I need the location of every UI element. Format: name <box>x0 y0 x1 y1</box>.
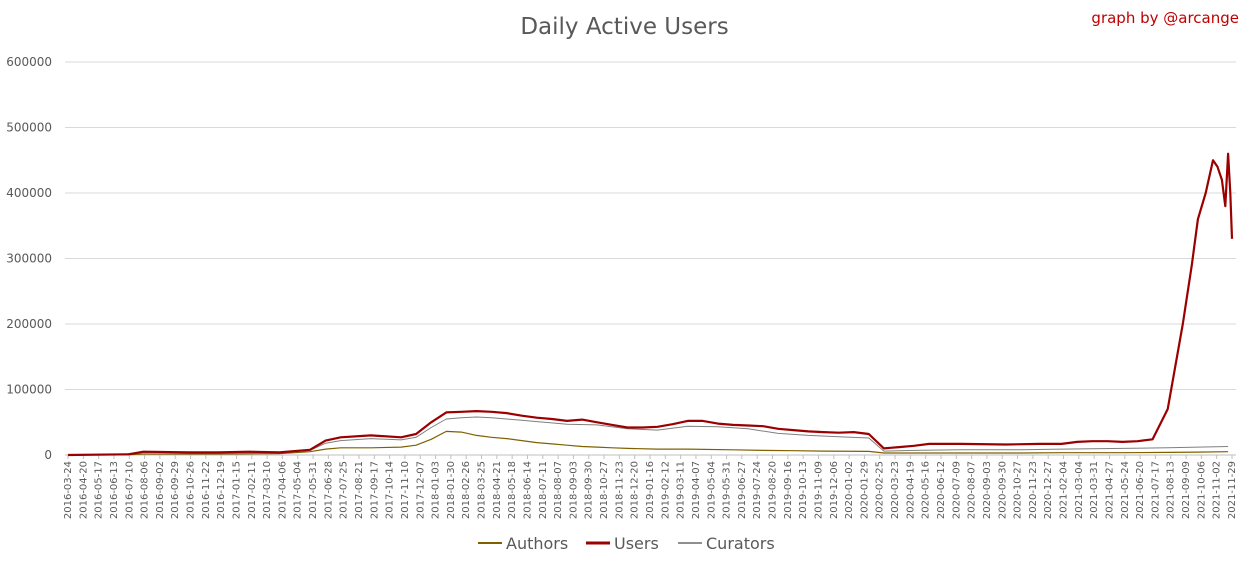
x-tick-label: 2019-04-07 <box>691 461 702 519</box>
x-tick-label: 2017-12-07 <box>415 461 426 519</box>
x-tick-label: 2019-06-27 <box>737 461 748 519</box>
x-tick-label: 2017-06-28 <box>323 461 334 519</box>
x-tick-label: 2019-07-24 <box>752 461 763 519</box>
x-tick-label: 2020-08-07 <box>967 461 978 519</box>
x-tick-label: 2016-05-17 <box>94 461 105 519</box>
x-tick-label: 2016-04-20 <box>78 461 89 519</box>
x-tick-label: 2020-07-09 <box>951 461 962 519</box>
x-tick-label: 2020-09-03 <box>982 461 993 519</box>
x-tick-label: 2019-09-16 <box>783 461 794 519</box>
x-tick-label: 2018-01-30 <box>446 461 457 519</box>
x-tick-label: 2020-11-23 <box>1028 461 1039 519</box>
y-tick-label: 100000 <box>6 383 52 397</box>
x-tick-label: 2021-04-27 <box>1104 461 1115 519</box>
x-tick-label: 2018-08-07 <box>553 461 564 519</box>
series-line-curators <box>67 416 1229 456</box>
x-tick-label: 2021-07-17 <box>1150 461 1161 519</box>
x-tick-label: 2017-02-11 <box>247 461 258 519</box>
x-tick-label: 2018-06-14 <box>522 461 533 519</box>
x-tick-label: 2017-07-25 <box>339 461 350 519</box>
x-tick-label: 2016-07-10 <box>124 461 135 519</box>
x-tick-label: 2016-09-02 <box>155 461 166 519</box>
series-line-authors <box>67 430 1229 456</box>
x-tick-label: 2020-12-27 <box>1043 461 1054 519</box>
x-tick-label: 2020-05-16 <box>921 461 932 519</box>
x-tick-label: 2021-03-31 <box>1089 461 1100 519</box>
x-tick-label: 2021-05-24 <box>1120 461 1131 519</box>
series-line-users <box>67 152 1234 457</box>
x-tick-label: 2017-05-31 <box>308 461 319 519</box>
x-tick-label: 2020-01-29 <box>859 461 870 519</box>
chart-credit: graph by @arcange <box>1091 9 1239 27</box>
y-tick-label: 400000 <box>6 186 52 200</box>
x-tick-label: 2016-09-29 <box>170 461 181 519</box>
chart-title: Daily Active Users <box>520 14 729 40</box>
x-tick-label: 2021-06-20 <box>1135 461 1146 519</box>
x-tick-label: 2019-01-16 <box>645 461 656 519</box>
x-tick-label: 2017-08-21 <box>354 461 365 519</box>
y-tick-label: 500000 <box>6 121 52 135</box>
y-tick-label: 300000 <box>6 252 52 266</box>
x-tick-label: 2020-03-23 <box>890 461 901 519</box>
x-tick-label: 2018-12-20 <box>630 461 641 519</box>
x-tick-label: 2017-09-17 <box>369 461 380 519</box>
x-tick-label: 2017-04-06 <box>277 461 288 519</box>
x-tick-label: 2019-11-09 <box>813 461 824 519</box>
x-tick-label: 2018-10-27 <box>599 461 610 519</box>
x-tick-label: 2021-03-04 <box>1074 461 1085 519</box>
x-tick-label: 2019-03-11 <box>676 461 687 519</box>
x-tick-label: 2018-03-25 <box>477 461 488 519</box>
y-tick-label: 200000 <box>6 317 52 331</box>
x-tick-label: 2019-10-13 <box>798 461 809 519</box>
x-tick-label: 2016-03-24 <box>63 461 74 519</box>
x-tick-label: 2017-05-04 <box>293 461 304 519</box>
x-tick-label: 2020-09-30 <box>997 461 1008 519</box>
x-tick-label: 2019-08-20 <box>768 461 779 519</box>
x-tick-label: 2016-08-06 <box>140 461 151 519</box>
x-tick-label: 2018-04-21 <box>492 461 503 519</box>
x-tick-label: 2018-02-26 <box>461 461 472 519</box>
x-tick-label: 2017-10-14 <box>385 461 396 519</box>
x-tick-label: 2018-09-03 <box>568 461 579 519</box>
x-tick-label: 2021-11-02 <box>1212 461 1223 519</box>
x-tick-label: 2021-08-13 <box>1166 461 1177 519</box>
x-tick-label: 2021-09-09 <box>1181 461 1192 519</box>
x-tick-label: 2018-01-03 <box>431 461 442 519</box>
legend-label-curators: Curators <box>706 534 775 553</box>
x-tick-label: 2018-05-18 <box>507 461 518 519</box>
x-tick-label: 2019-12-06 <box>829 461 840 519</box>
x-tick-label: 2019-05-04 <box>706 461 717 519</box>
y-tick-label: 600000 <box>6 55 52 69</box>
x-tick-label: 2018-11-23 <box>614 461 625 519</box>
x-tick-label: 2021-10-06 <box>1196 461 1207 519</box>
x-tick-label: 2019-02-12 <box>660 461 671 519</box>
x-tick-label: 2017-03-10 <box>262 461 273 519</box>
x-tick-label: 2016-12-19 <box>216 461 227 519</box>
x-tick-label: 2020-02-25 <box>875 461 886 519</box>
x-tick-label: 2019-05-31 <box>722 461 733 519</box>
x-tick-label: 2020-04-19 <box>905 461 916 519</box>
x-tick-label: 2020-06-12 <box>936 461 947 519</box>
x-tick-label: 2021-02-04 <box>1059 461 1070 519</box>
x-tick-label: 2018-09-30 <box>584 461 595 519</box>
x-tick-label: 2020-10-27 <box>1013 461 1024 519</box>
x-tick-label: 2018-07-11 <box>538 461 549 519</box>
x-tick-label: 2020-01-02 <box>844 461 855 519</box>
legend-label-users: Users <box>614 534 659 553</box>
y-tick-label: 0 <box>44 448 52 462</box>
x-tick-label: 2021-11-29 <box>1227 461 1238 519</box>
x-tick-label: 2017-11-10 <box>400 461 411 519</box>
legend-label-authors: Authors <box>506 534 568 553</box>
x-tick-label: 2017-01-15 <box>231 461 242 519</box>
x-tick-label: 2016-06-13 <box>109 461 120 519</box>
x-tick-label: 2016-11-22 <box>201 461 212 519</box>
x-tick-label: 2016-10-26 <box>186 461 197 519</box>
